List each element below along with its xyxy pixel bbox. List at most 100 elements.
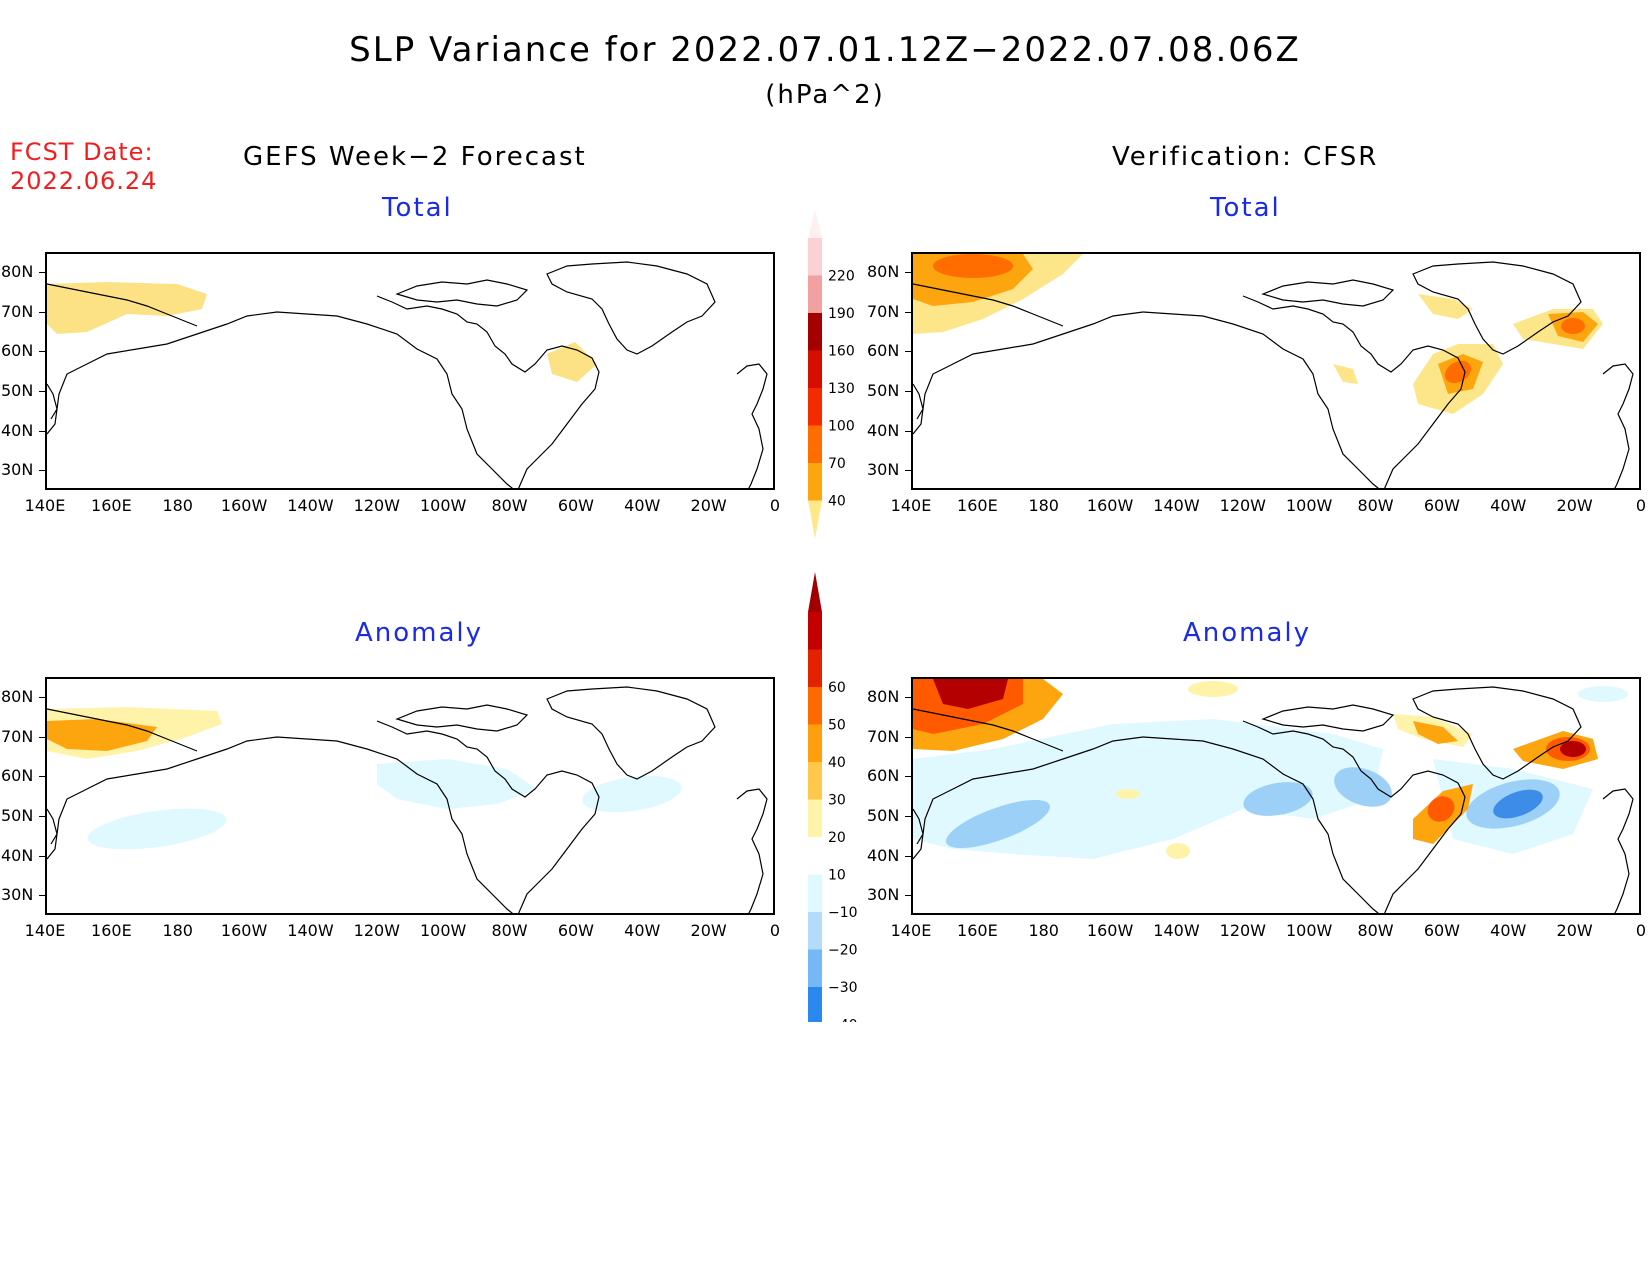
colorbar-label: 130 [828, 381, 855, 397]
lon-label: 0 [1635, 921, 1647, 940]
lat-label: 60N [867, 766, 900, 786]
lon-label: 120W [1219, 921, 1266, 940]
colorbar-segment [808, 388, 822, 426]
lon-label: 160W [220, 921, 268, 940]
lon-label: 80W [491, 496, 528, 515]
lat-label: 70N [867, 301, 900, 321]
lat-tick [905, 736, 911, 738]
colorbar-label: 70 [828, 456, 846, 472]
lon-label: 140W [287, 921, 334, 940]
total-colorbar: 40 70 100 130 160 190 220 [808, 210, 855, 539]
lon-label: 160W [1086, 496, 1134, 515]
lon-label: 40W [624, 496, 661, 515]
lat-tick [905, 351, 911, 353]
colorbar-label: 60 [828, 680, 846, 696]
lat-tick [905, 776, 911, 778]
anomaly-colorbar: −40 −30 −20 −10 10 20 30 40 50 60 [808, 572, 858, 1022]
colorbar-segment [808, 275, 822, 313]
lat-tick [905, 271, 911, 273]
fcst-date-value: 2022.06.24 [10, 167, 158, 195]
lat-tick [39, 351, 45, 353]
lat-label: 50N [1, 380, 34, 400]
lon-label: 100W [1285, 921, 1333, 940]
colorbar-segment [808, 912, 822, 950]
colorbar-segment [808, 238, 822, 276]
colorbar-bottom-arrow [808, 500, 822, 539]
colorbar-segment [808, 350, 822, 388]
colorbar-segment [808, 649, 822, 687]
colorbar-segment [808, 463, 822, 501]
lat-tick [905, 430, 911, 432]
verification-anomaly-map [911, 677, 1641, 915]
lat-label: 60N [1, 766, 34, 786]
lon-label: 80W [491, 921, 528, 940]
lon-label: 40W [1490, 921, 1527, 940]
panel-subtitle-forecast-total: Total [382, 193, 453, 223]
lat-tick [39, 776, 45, 778]
colorbar-segment [808, 687, 822, 725]
forecast-total-map [45, 252, 775, 490]
figure-title: SLP Variance for 2022.07.01.12Z−2022.07.… [349, 30, 1301, 70]
panel-subtitle-forecast-anomaly: Anomaly [355, 618, 484, 648]
lon-label: 160E [91, 496, 132, 515]
lon-label: 140E [890, 496, 932, 515]
lat-label: 40N [867, 420, 900, 440]
coastline [913, 686, 1634, 913]
lon-label: 160E [957, 496, 998, 515]
lon-label: 0 [769, 921, 781, 940]
colorbar-segment [808, 799, 822, 837]
lat-tick [39, 895, 45, 897]
lon-label: 140W [1153, 921, 1200, 940]
lon-label: 60W [557, 921, 594, 940]
coastline [913, 261, 1634, 488]
lon-label: 140W [1153, 496, 1200, 515]
panel-subtitle-verification-total: Total [1210, 193, 1281, 223]
fcst-date: FCST Date: 2022.06.24 [10, 138, 157, 196]
verification-total-map [911, 252, 1641, 490]
lat-label: 40N [867, 845, 900, 865]
lat-tick [39, 855, 45, 857]
lon-label: 80W [1357, 496, 1394, 515]
lat-label: 30N [1, 885, 34, 905]
colorbar-label: 220 [828, 269, 855, 285]
lon-label: 40W [624, 921, 661, 940]
lon-label: 60W [1423, 496, 1460, 515]
lon-label: 180 [162, 921, 193, 940]
lat-label: 70N [867, 726, 900, 746]
lat-tick [39, 390, 45, 392]
lat-label: 80N [1, 686, 34, 706]
right-column-title: Verification: CFSR [1112, 142, 1379, 172]
lon-label: 140W [287, 496, 334, 515]
colorbar-segment [808, 987, 822, 1022]
lat-label: 30N [867, 460, 900, 480]
lat-tick [39, 815, 45, 817]
lat-label: 70N [1, 726, 34, 746]
colorbar-segment [808, 612, 822, 650]
colorbar-label: 50 [828, 718, 846, 734]
colorbar-segment [808, 313, 822, 351]
lat-tick [905, 815, 911, 817]
colorbar-label: 100 [828, 419, 855, 435]
lon-label: 180 [1028, 921, 1059, 940]
lon-label: 160W [1086, 921, 1134, 940]
lat-tick [39, 736, 45, 738]
lon-label: 120W [353, 496, 400, 515]
lon-label: 120W [1219, 496, 1266, 515]
lat-tick [905, 470, 911, 472]
lat-label: 50N [867, 805, 900, 825]
lon-label: 0 [1635, 496, 1647, 515]
lat-label: 40N [1, 845, 34, 865]
lon-label: 140E [24, 496, 66, 515]
colorbar-segment [808, 425, 822, 463]
lon-label: 160E [91, 921, 132, 940]
lat-label: 50N [867, 380, 900, 400]
lon-label: 100W [419, 921, 467, 940]
colorbar-label: 160 [828, 344, 855, 360]
lat-label: 80N [1, 261, 34, 281]
lat-tick [905, 311, 911, 313]
lat-label: 50N [1, 805, 34, 825]
left-column-title: GEFS Week−2 Forecast [243, 142, 587, 172]
lon-label: 20W [690, 921, 727, 940]
lat-tick [905, 696, 911, 698]
lat-label: 70N [1, 301, 34, 321]
